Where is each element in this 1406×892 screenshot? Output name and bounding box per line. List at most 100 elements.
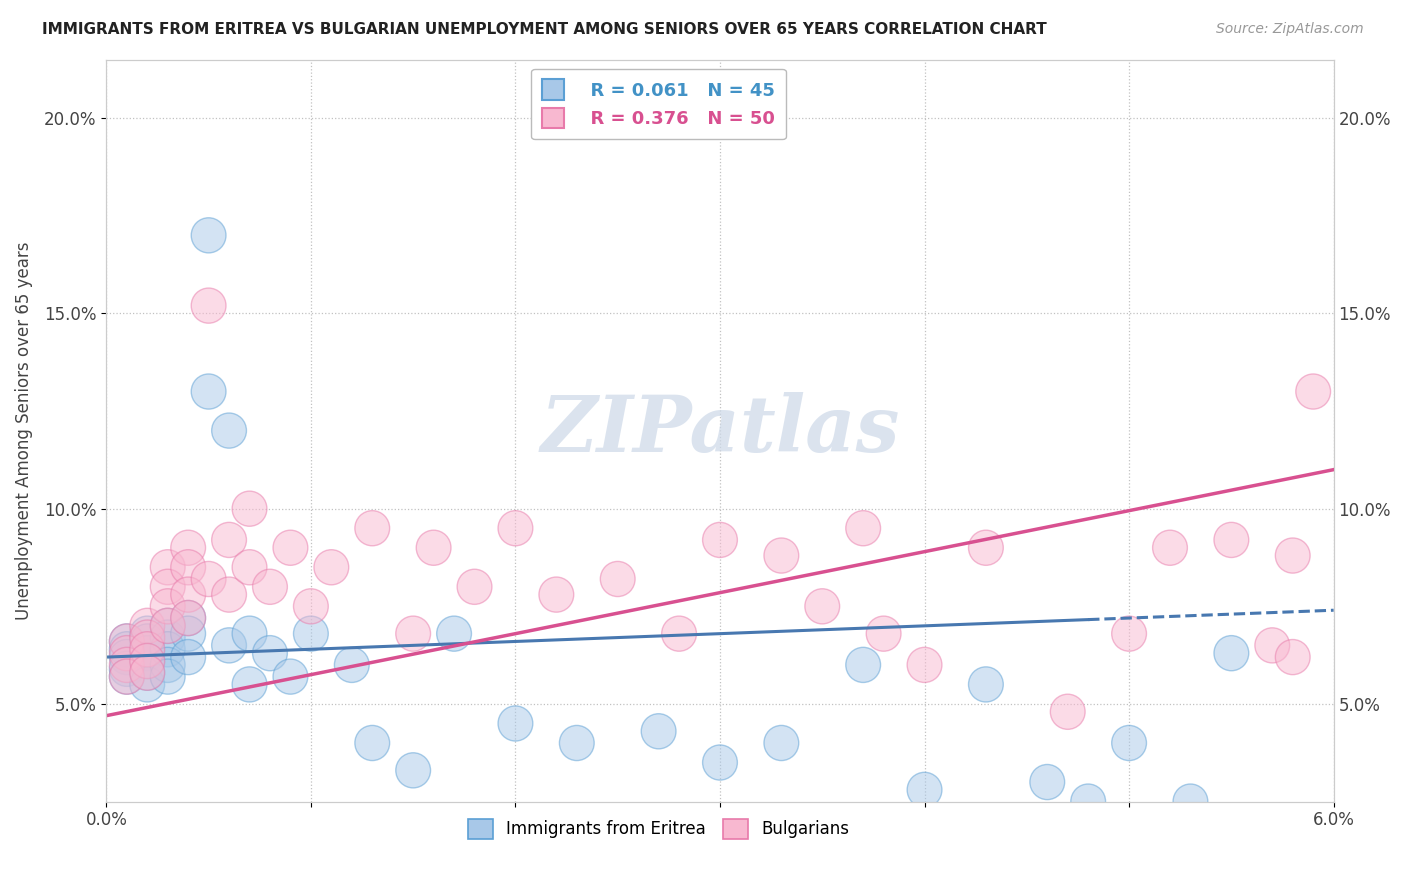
Y-axis label: Unemployment Among Seniors over 65 years: Unemployment Among Seniors over 65 years (15, 242, 32, 620)
Ellipse shape (212, 523, 246, 558)
Ellipse shape (437, 616, 471, 651)
Text: IMMIGRANTS FROM ERITREA VS BULGARIAN UNEMPLOYMENT AMONG SENIORS OVER 65 YEARS CO: IMMIGRANTS FROM ERITREA VS BULGARIAN UNE… (42, 22, 1047, 37)
Ellipse shape (232, 667, 267, 702)
Ellipse shape (1275, 640, 1310, 674)
Ellipse shape (129, 632, 165, 667)
Ellipse shape (1256, 628, 1289, 663)
Ellipse shape (150, 608, 186, 643)
Ellipse shape (110, 624, 145, 659)
Ellipse shape (253, 569, 287, 605)
Ellipse shape (110, 659, 145, 694)
Ellipse shape (191, 218, 226, 253)
Ellipse shape (191, 374, 226, 409)
Ellipse shape (110, 624, 145, 659)
Ellipse shape (129, 655, 165, 690)
Text: ZIPatlas: ZIPatlas (540, 392, 900, 469)
Ellipse shape (212, 628, 246, 663)
Ellipse shape (703, 745, 737, 780)
Ellipse shape (170, 600, 205, 636)
Ellipse shape (763, 725, 799, 761)
Ellipse shape (129, 620, 165, 655)
Ellipse shape (395, 753, 430, 788)
Ellipse shape (1275, 538, 1310, 574)
Ellipse shape (846, 510, 880, 546)
Ellipse shape (1296, 374, 1330, 409)
Ellipse shape (907, 772, 942, 807)
Ellipse shape (416, 530, 451, 566)
Ellipse shape (129, 655, 165, 690)
Ellipse shape (110, 651, 145, 686)
Ellipse shape (129, 667, 165, 702)
Text: Source: ZipAtlas.com: Source: ZipAtlas.com (1216, 22, 1364, 37)
Ellipse shape (110, 659, 145, 694)
Ellipse shape (600, 561, 636, 597)
Ellipse shape (110, 640, 145, 674)
Ellipse shape (457, 569, 492, 605)
Ellipse shape (253, 636, 287, 671)
Ellipse shape (232, 549, 267, 585)
Ellipse shape (866, 616, 901, 651)
Ellipse shape (804, 589, 839, 624)
Ellipse shape (129, 624, 165, 659)
Legend: Immigrants from Eritrea, Bulgarians: Immigrants from Eritrea, Bulgarians (461, 813, 856, 846)
Ellipse shape (354, 510, 389, 546)
Ellipse shape (170, 577, 205, 612)
Ellipse shape (294, 616, 328, 651)
Ellipse shape (538, 577, 574, 612)
Ellipse shape (335, 648, 370, 682)
Ellipse shape (1050, 694, 1085, 730)
Ellipse shape (662, 616, 696, 651)
Ellipse shape (129, 616, 165, 651)
Ellipse shape (150, 648, 186, 682)
Ellipse shape (354, 725, 389, 761)
Ellipse shape (110, 632, 145, 667)
Ellipse shape (150, 659, 186, 694)
Ellipse shape (1071, 784, 1105, 819)
Ellipse shape (395, 616, 430, 651)
Ellipse shape (212, 577, 246, 612)
Ellipse shape (703, 523, 737, 558)
Ellipse shape (314, 549, 349, 585)
Ellipse shape (129, 643, 165, 679)
Ellipse shape (969, 530, 1004, 566)
Ellipse shape (1173, 784, 1208, 819)
Ellipse shape (1112, 616, 1146, 651)
Ellipse shape (150, 549, 186, 585)
Ellipse shape (110, 636, 145, 671)
Ellipse shape (110, 648, 145, 682)
Ellipse shape (846, 648, 880, 682)
Ellipse shape (273, 530, 308, 566)
Ellipse shape (498, 510, 533, 546)
Ellipse shape (212, 413, 246, 448)
Ellipse shape (498, 706, 533, 741)
Ellipse shape (1153, 530, 1188, 566)
Ellipse shape (150, 589, 186, 624)
Ellipse shape (232, 491, 267, 526)
Ellipse shape (150, 608, 186, 643)
Ellipse shape (560, 725, 595, 761)
Ellipse shape (969, 667, 1004, 702)
Ellipse shape (191, 561, 226, 597)
Ellipse shape (150, 632, 186, 667)
Ellipse shape (763, 538, 799, 574)
Ellipse shape (170, 530, 205, 566)
Ellipse shape (129, 636, 165, 671)
Ellipse shape (1213, 636, 1249, 671)
Ellipse shape (907, 648, 942, 682)
Ellipse shape (129, 608, 165, 643)
Ellipse shape (1029, 764, 1064, 799)
Ellipse shape (170, 600, 205, 636)
Ellipse shape (191, 288, 226, 323)
Ellipse shape (1213, 523, 1249, 558)
Ellipse shape (170, 616, 205, 651)
Ellipse shape (294, 589, 328, 624)
Ellipse shape (129, 643, 165, 679)
Ellipse shape (232, 616, 267, 651)
Ellipse shape (1112, 725, 1146, 761)
Ellipse shape (641, 714, 676, 749)
Ellipse shape (170, 549, 205, 585)
Ellipse shape (150, 620, 186, 655)
Ellipse shape (170, 640, 205, 674)
Ellipse shape (273, 659, 308, 694)
Ellipse shape (150, 569, 186, 605)
